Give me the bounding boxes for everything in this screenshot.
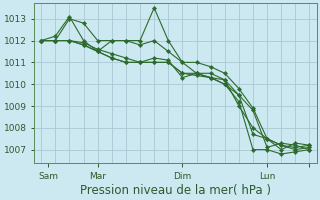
- X-axis label: Pression niveau de la mer( hPa ): Pression niveau de la mer( hPa ): [80, 184, 271, 197]
